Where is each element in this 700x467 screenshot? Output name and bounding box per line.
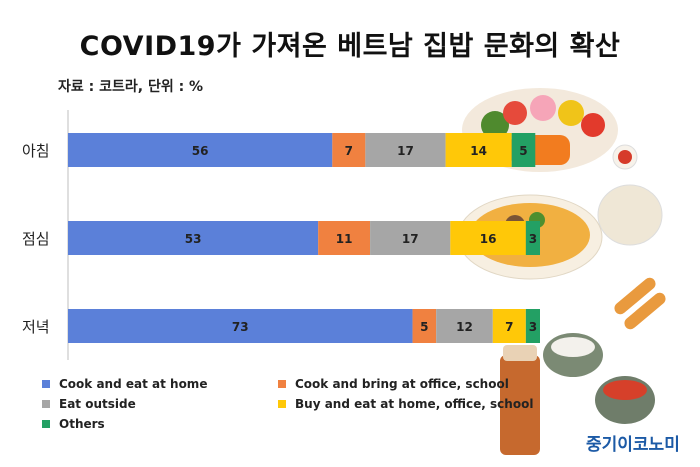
bar-segment (492, 309, 526, 343)
legend-swatch (278, 400, 286, 408)
bar-data-label: 5 (519, 144, 527, 158)
bar-segment (68, 309, 413, 343)
bar-segment (68, 221, 319, 255)
bar-data-label: 11 (336, 232, 353, 246)
bar-segment (511, 133, 536, 167)
bar-segment (68, 133, 333, 167)
legend-label: Others (59, 417, 105, 431)
bar-segment (450, 221, 526, 255)
category-label: 점심 (22, 230, 50, 248)
bar-data-label: 56 (192, 144, 209, 158)
bar-data-label: 17 (397, 144, 414, 158)
legend-item: Cook and eat at home (42, 377, 207, 391)
bar-data-label: 53 (185, 232, 202, 246)
bar-segment (365, 133, 446, 167)
bar-segment (370, 221, 451, 255)
bar-segment (436, 309, 493, 343)
legend-item: Others (42, 417, 105, 431)
chart-title: COVID19가 가져온 베트남 집밥 문화의 확산 (79, 31, 621, 62)
bar-segment (445, 133, 512, 167)
bar-segment (412, 309, 437, 343)
bar-segment (318, 221, 371, 255)
publisher-logo: 중기이코노미 (586, 435, 680, 455)
legend-label: Cook and eat at home (59, 377, 208, 391)
legend-item: Buy and eat at home, office, school (278, 397, 533, 411)
bar-data-label: 7 (505, 320, 513, 334)
legend-swatch (42, 420, 50, 428)
bar-data-label: 17 (402, 232, 419, 246)
legend-label: Buy and eat at home, office, school (295, 397, 534, 411)
bar-segment (332, 133, 366, 167)
bar-data-label: 7 (345, 144, 353, 158)
legend-item: Eat outside (42, 397, 136, 411)
legend-swatch (42, 400, 50, 408)
bar-data-label: 5 (420, 320, 428, 334)
bar-data-label: 73 (232, 320, 249, 334)
legend-label: Eat outside (59, 397, 136, 411)
legend-item: Cook and bring at office, school (278, 377, 509, 391)
food-illustration (457, 88, 666, 455)
bar-data-label: 3 (529, 232, 537, 246)
bar-data-label: 14 (470, 144, 487, 158)
bar-data-label: 3 (529, 320, 537, 334)
bar-segment (525, 309, 540, 343)
chart-legend: Cook and eat at home Cook and bring at of… (42, 377, 562, 447)
legend-label: Cook and bring at office, school (295, 377, 509, 391)
bar-data-label: 16 (480, 232, 497, 246)
bar-segment (525, 221, 540, 255)
category-label: 저녁 (22, 318, 50, 336)
legend-swatch (278, 380, 286, 388)
legend-swatch (42, 380, 50, 388)
bar-data-label: 12 (456, 320, 473, 334)
category-label: 아침 (22, 142, 50, 160)
chart-source-note: 자료 : 코트라, 단위 : % (58, 79, 204, 95)
